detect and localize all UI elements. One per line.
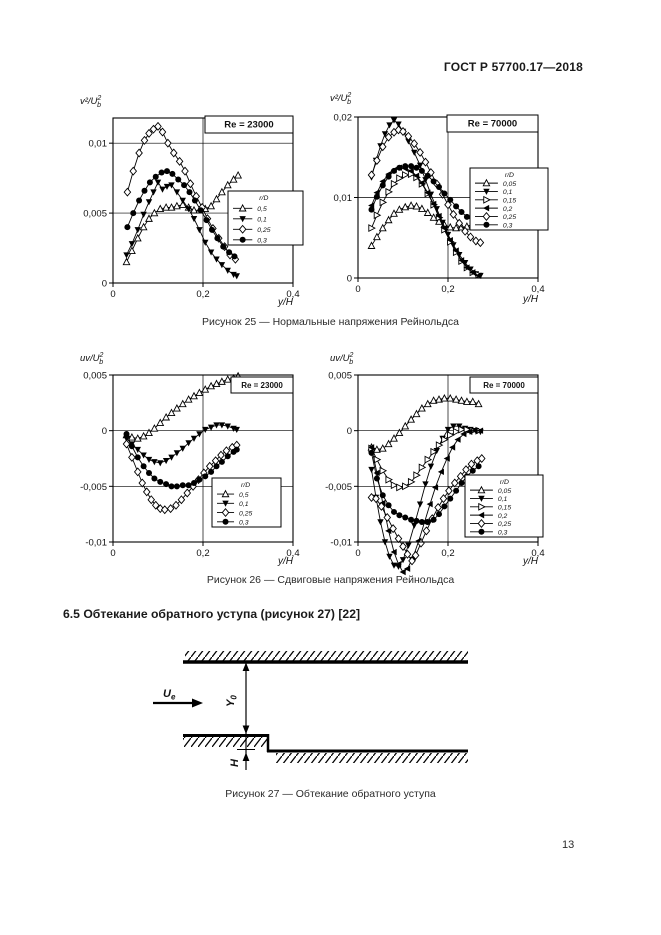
svg-text:Re = 70000: Re = 70000	[468, 119, 517, 130]
svg-text:0,005: 0,005	[328, 371, 352, 382]
svg-text:0,2: 0,2	[503, 206, 513, 213]
svg-text:0,02: 0,02	[334, 113, 353, 124]
svg-text:-0,01: -0,01	[85, 538, 107, 549]
svg-text:0,25: 0,25	[503, 214, 516, 221]
svg-text:0: 0	[347, 426, 352, 437]
svg-text:y/H: y/H	[522, 294, 539, 305]
svg-text:0,2: 0,2	[498, 513, 508, 520]
figure-27-diagram: Ue Y0 H	[153, 651, 468, 770]
svg-text:y/H: y/H	[277, 556, 294, 567]
svg-text:0: 0	[110, 289, 115, 300]
figure-25-caption: Рисунок 25 — Нормальные напряжения Рейно…	[202, 316, 459, 328]
svg-text:0,2: 0,2	[196, 289, 209, 300]
svg-text:0: 0	[102, 426, 107, 437]
y0-arrow-up	[242, 662, 250, 671]
svg-text:0,1: 0,1	[257, 217, 267, 224]
step-height-label: H	[229, 758, 241, 767]
document-header: ГОСТ Р 57700.17—2018	[443, 60, 583, 74]
svg-text:0,2: 0,2	[441, 284, 454, 295]
svg-text:r/D: r/D	[505, 172, 514, 179]
svg-text:0,05: 0,05	[503, 181, 516, 188]
figure-26-caption: Рисунок 26 — Сдвиговые напряжения Рейнол…	[206, 574, 455, 586]
svg-text:0,4: 0,4	[531, 284, 544, 295]
svg-text:Re = 23000: Re = 23000	[224, 120, 273, 131]
svg-text:r/D: r/D	[241, 482, 250, 489]
svg-text:0,005: 0,005	[83, 371, 107, 382]
svg-text:0,01: 0,01	[89, 139, 108, 150]
step-height-arrow-up	[242, 752, 250, 761]
svg-text:0: 0	[110, 548, 115, 559]
channel-height-label: Y0	[225, 695, 239, 707]
chart-normal-stress-re23000: 0 0,005 0,01 0 0,2 0,4 Re = 23000 r/D 0,5 0,1 0,25…	[80, 95, 304, 308]
svg-text:0,4: 0,4	[286, 289, 299, 300]
svg-text:r/D: r/D	[500, 479, 509, 486]
svg-text:0,5: 0,5	[257, 206, 267, 213]
svg-text:0,25: 0,25	[257, 227, 270, 234]
svg-text:0,01: 0,01	[334, 193, 353, 204]
svg-text:0,15: 0,15	[498, 505, 511, 512]
figure-27-caption: Рисунок 27 — Обтекание обратного уступа	[225, 788, 436, 800]
svg-text:0,5: 0,5	[239, 492, 249, 499]
svg-text:0,3: 0,3	[503, 223, 513, 230]
svg-text:0,15: 0,15	[503, 198, 516, 205]
svg-text:y/H: y/H	[277, 297, 294, 308]
svg-text:uv/U2b: uv/U2 b	[330, 352, 354, 366]
svg-text:0,1: 0,1	[503, 189, 513, 196]
svg-text:0,3: 0,3	[498, 530, 508, 537]
svg-text:0,25: 0,25	[498, 521, 511, 528]
section-heading-6-5: 6.5 Обтекание обратного уступа (рисунок …	[63, 607, 361, 621]
svg-text:0,2: 0,2	[196, 548, 209, 559]
svg-text:0,1: 0,1	[239, 501, 249, 508]
svg-text:0: 0	[347, 274, 352, 285]
svg-text:0,2: 0,2	[441, 548, 454, 559]
lower-wall-hatching	[276, 753, 468, 763]
svg-text:0,4: 0,4	[286, 548, 299, 559]
inlet-velocity-label: Ue	[163, 688, 176, 702]
svg-text:v²/U2b: v²/U2 b	[330, 92, 351, 106]
svg-text:-0,005: -0,005	[80, 482, 107, 493]
svg-text:Re = 70000: Re = 70000	[483, 381, 525, 390]
svg-text:0: 0	[102, 279, 107, 290]
svg-text:0,005: 0,005	[83, 209, 107, 220]
page-number: 13	[562, 839, 575, 851]
chart-normal-stress-re70000: 0 0,01 0,02 0 0,2 0,4 Re = 70000 r/D 0,050,1 0,15…	[330, 92, 549, 305]
svg-text:-0,005: -0,005	[325, 482, 352, 493]
svg-text:-0,01: -0,01	[330, 538, 352, 549]
step-hatching	[183, 737, 268, 747]
svg-text:r/D: r/D	[259, 195, 268, 202]
svg-text:0: 0	[355, 284, 360, 295]
svg-text:0,05: 0,05	[498, 488, 511, 495]
svg-text:y/H: y/H	[522, 556, 539, 567]
svg-text:0,3: 0,3	[239, 520, 249, 527]
svg-text:Re = 23000: Re = 23000	[241, 381, 283, 390]
svg-text:v²/U2b: v²/U2 b	[80, 95, 101, 109]
top-wall-hatching	[185, 651, 468, 661]
svg-text:0,25: 0,25	[239, 510, 252, 517]
svg-text:0,4: 0,4	[531, 548, 544, 559]
svg-text:0,3: 0,3	[257, 238, 267, 245]
y0-arrow-down	[242, 725, 250, 734]
svg-text:0: 0	[355, 548, 360, 559]
svg-text:uv/U2b: uv/U2 b	[80, 352, 104, 366]
inlet-arrow-head	[192, 698, 203, 708]
svg-text:0,1: 0,1	[498, 496, 508, 503]
